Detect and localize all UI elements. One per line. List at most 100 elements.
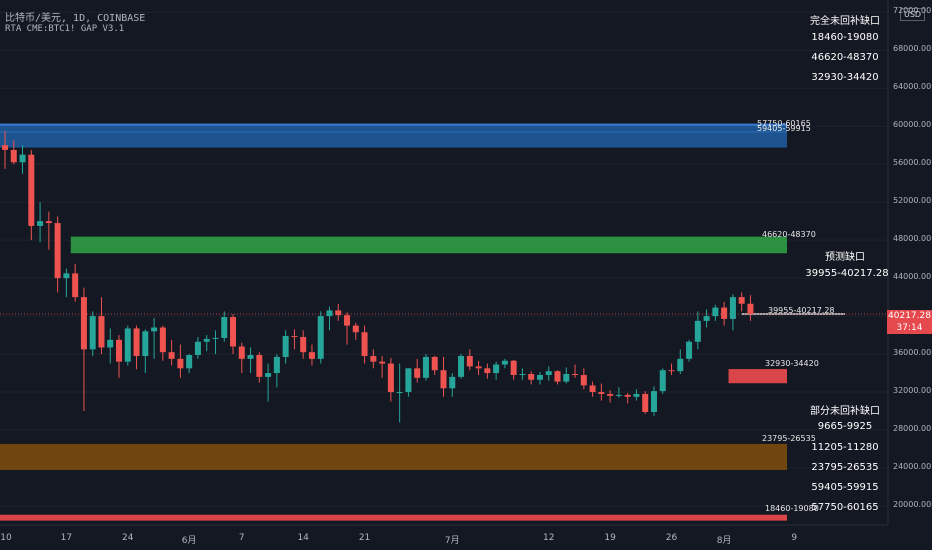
candle — [572, 364, 579, 378]
zone-label-blue-bottom: 59405-59915 — [757, 124, 811, 133]
price-tick-label: 24000.00 — [893, 462, 932, 472]
candle-body — [19, 154, 26, 163]
candle — [747, 295, 754, 321]
candle-body — [633, 393, 640, 397]
price-tick-label: 64000.00 — [893, 82, 932, 92]
candle-body — [352, 325, 359, 333]
candle — [422, 354, 429, 381]
candle-body — [72, 273, 79, 298]
partial-unfilled-item: 23795-26535 — [811, 462, 879, 473]
candle — [510, 359, 517, 380]
price-tick-label: 72000.00 — [893, 6, 932, 16]
candle-body — [712, 307, 719, 317]
gap-zone-green — [70, 236, 787, 254]
candle-body — [405, 368, 412, 393]
candle — [493, 361, 500, 380]
candle — [703, 309, 710, 328]
candles — [2, 130, 754, 423]
candle — [10, 140, 17, 165]
candle-body — [563, 374, 570, 382]
candle — [501, 358, 508, 369]
candle — [580, 368, 587, 390]
zone-label-predicted: 39955-40217.28 — [768, 306, 835, 315]
candle-body — [300, 336, 307, 353]
candle — [440, 356, 447, 397]
candle — [2, 130, 8, 169]
candle — [554, 370, 561, 385]
candle-body — [493, 364, 500, 374]
candle — [677, 349, 684, 375]
candle — [212, 330, 219, 355]
candle — [484, 363, 491, 379]
candle-body — [686, 341, 693, 359]
full-unfilled-item: 46620-48370 — [811, 52, 879, 63]
candle — [247, 347, 254, 374]
current-price-badge: 40217.28 37:14 — [887, 310, 932, 334]
full-unfilled-item: 18460-19080 — [811, 32, 879, 43]
price-tick-label: 28000.00 — [893, 424, 932, 434]
candle — [370, 349, 377, 369]
candle-body — [607, 393, 614, 396]
candle-body — [168, 352, 175, 359]
candle — [563, 367, 570, 384]
gap-zone-blue — [0, 124, 787, 148]
candle — [536, 372, 543, 385]
candle — [72, 263, 79, 302]
full-unfilled-item: 32930-34420 — [811, 72, 879, 83]
candle-body — [729, 297, 736, 319]
candle — [291, 329, 298, 350]
time-tick-label: 19 — [604, 533, 616, 543]
candle-body — [387, 363, 394, 393]
candle — [607, 390, 614, 403]
currency-badge[interactable]: USD — [900, 8, 926, 21]
candle — [159, 325, 166, 361]
candle-body — [510, 360, 517, 375]
candle — [221, 311, 228, 342]
candle — [142, 329, 149, 374]
candle-body — [615, 394, 622, 396]
candle-body — [624, 394, 631, 397]
candle — [45, 211, 52, 250]
candle-body — [589, 385, 596, 393]
candle — [203, 335, 210, 352]
gap-zone-orange — [0, 443, 787, 470]
candle-body — [133, 328, 140, 356]
candle — [282, 330, 289, 364]
candle-body — [598, 392, 605, 394]
candle — [729, 294, 736, 331]
candle-body — [45, 221, 52, 224]
time-tick-label: 8月 — [716, 536, 732, 546]
candle — [265, 363, 272, 402]
candle-body — [370, 355, 377, 362]
candle — [107, 328, 114, 364]
candle — [458, 354, 465, 379]
time-tick-label: 17 — [60, 533, 73, 543]
candle-body — [475, 366, 482, 369]
predicted-title: 预测缺口 — [825, 252, 865, 263]
candle — [335, 303, 342, 321]
candle-body — [107, 339, 114, 348]
candle-body — [431, 356, 438, 371]
candle — [28, 149, 35, 241]
candle-body — [414, 368, 421, 378]
current-price-value: 40217.28 — [888, 311, 931, 321]
candle-body — [238, 346, 245, 359]
candle-body — [256, 355, 263, 377]
candle-body — [703, 316, 710, 321]
candle — [300, 330, 307, 359]
time-tick-label: 7 — [238, 533, 245, 543]
gap-zone-red-mid — [728, 369, 787, 384]
partial-unfilled-title: 部分未回补缺口 — [810, 406, 880, 417]
indicator-label[interactable]: RTA CME:BTC1! GAP V3.1 — [5, 24, 125, 34]
candle-body — [265, 373, 272, 377]
price-tick-label: 32000.00 — [893, 386, 932, 396]
candle-body — [440, 370, 447, 389]
candle — [151, 317, 158, 359]
symbol-title[interactable]: 比特币/美元, 1D, COINBASE — [5, 13, 146, 24]
candle-body — [151, 327, 158, 332]
time-tick-label: 21 — [358, 533, 371, 543]
candle-body — [273, 356, 280, 374]
candle — [37, 202, 44, 243]
